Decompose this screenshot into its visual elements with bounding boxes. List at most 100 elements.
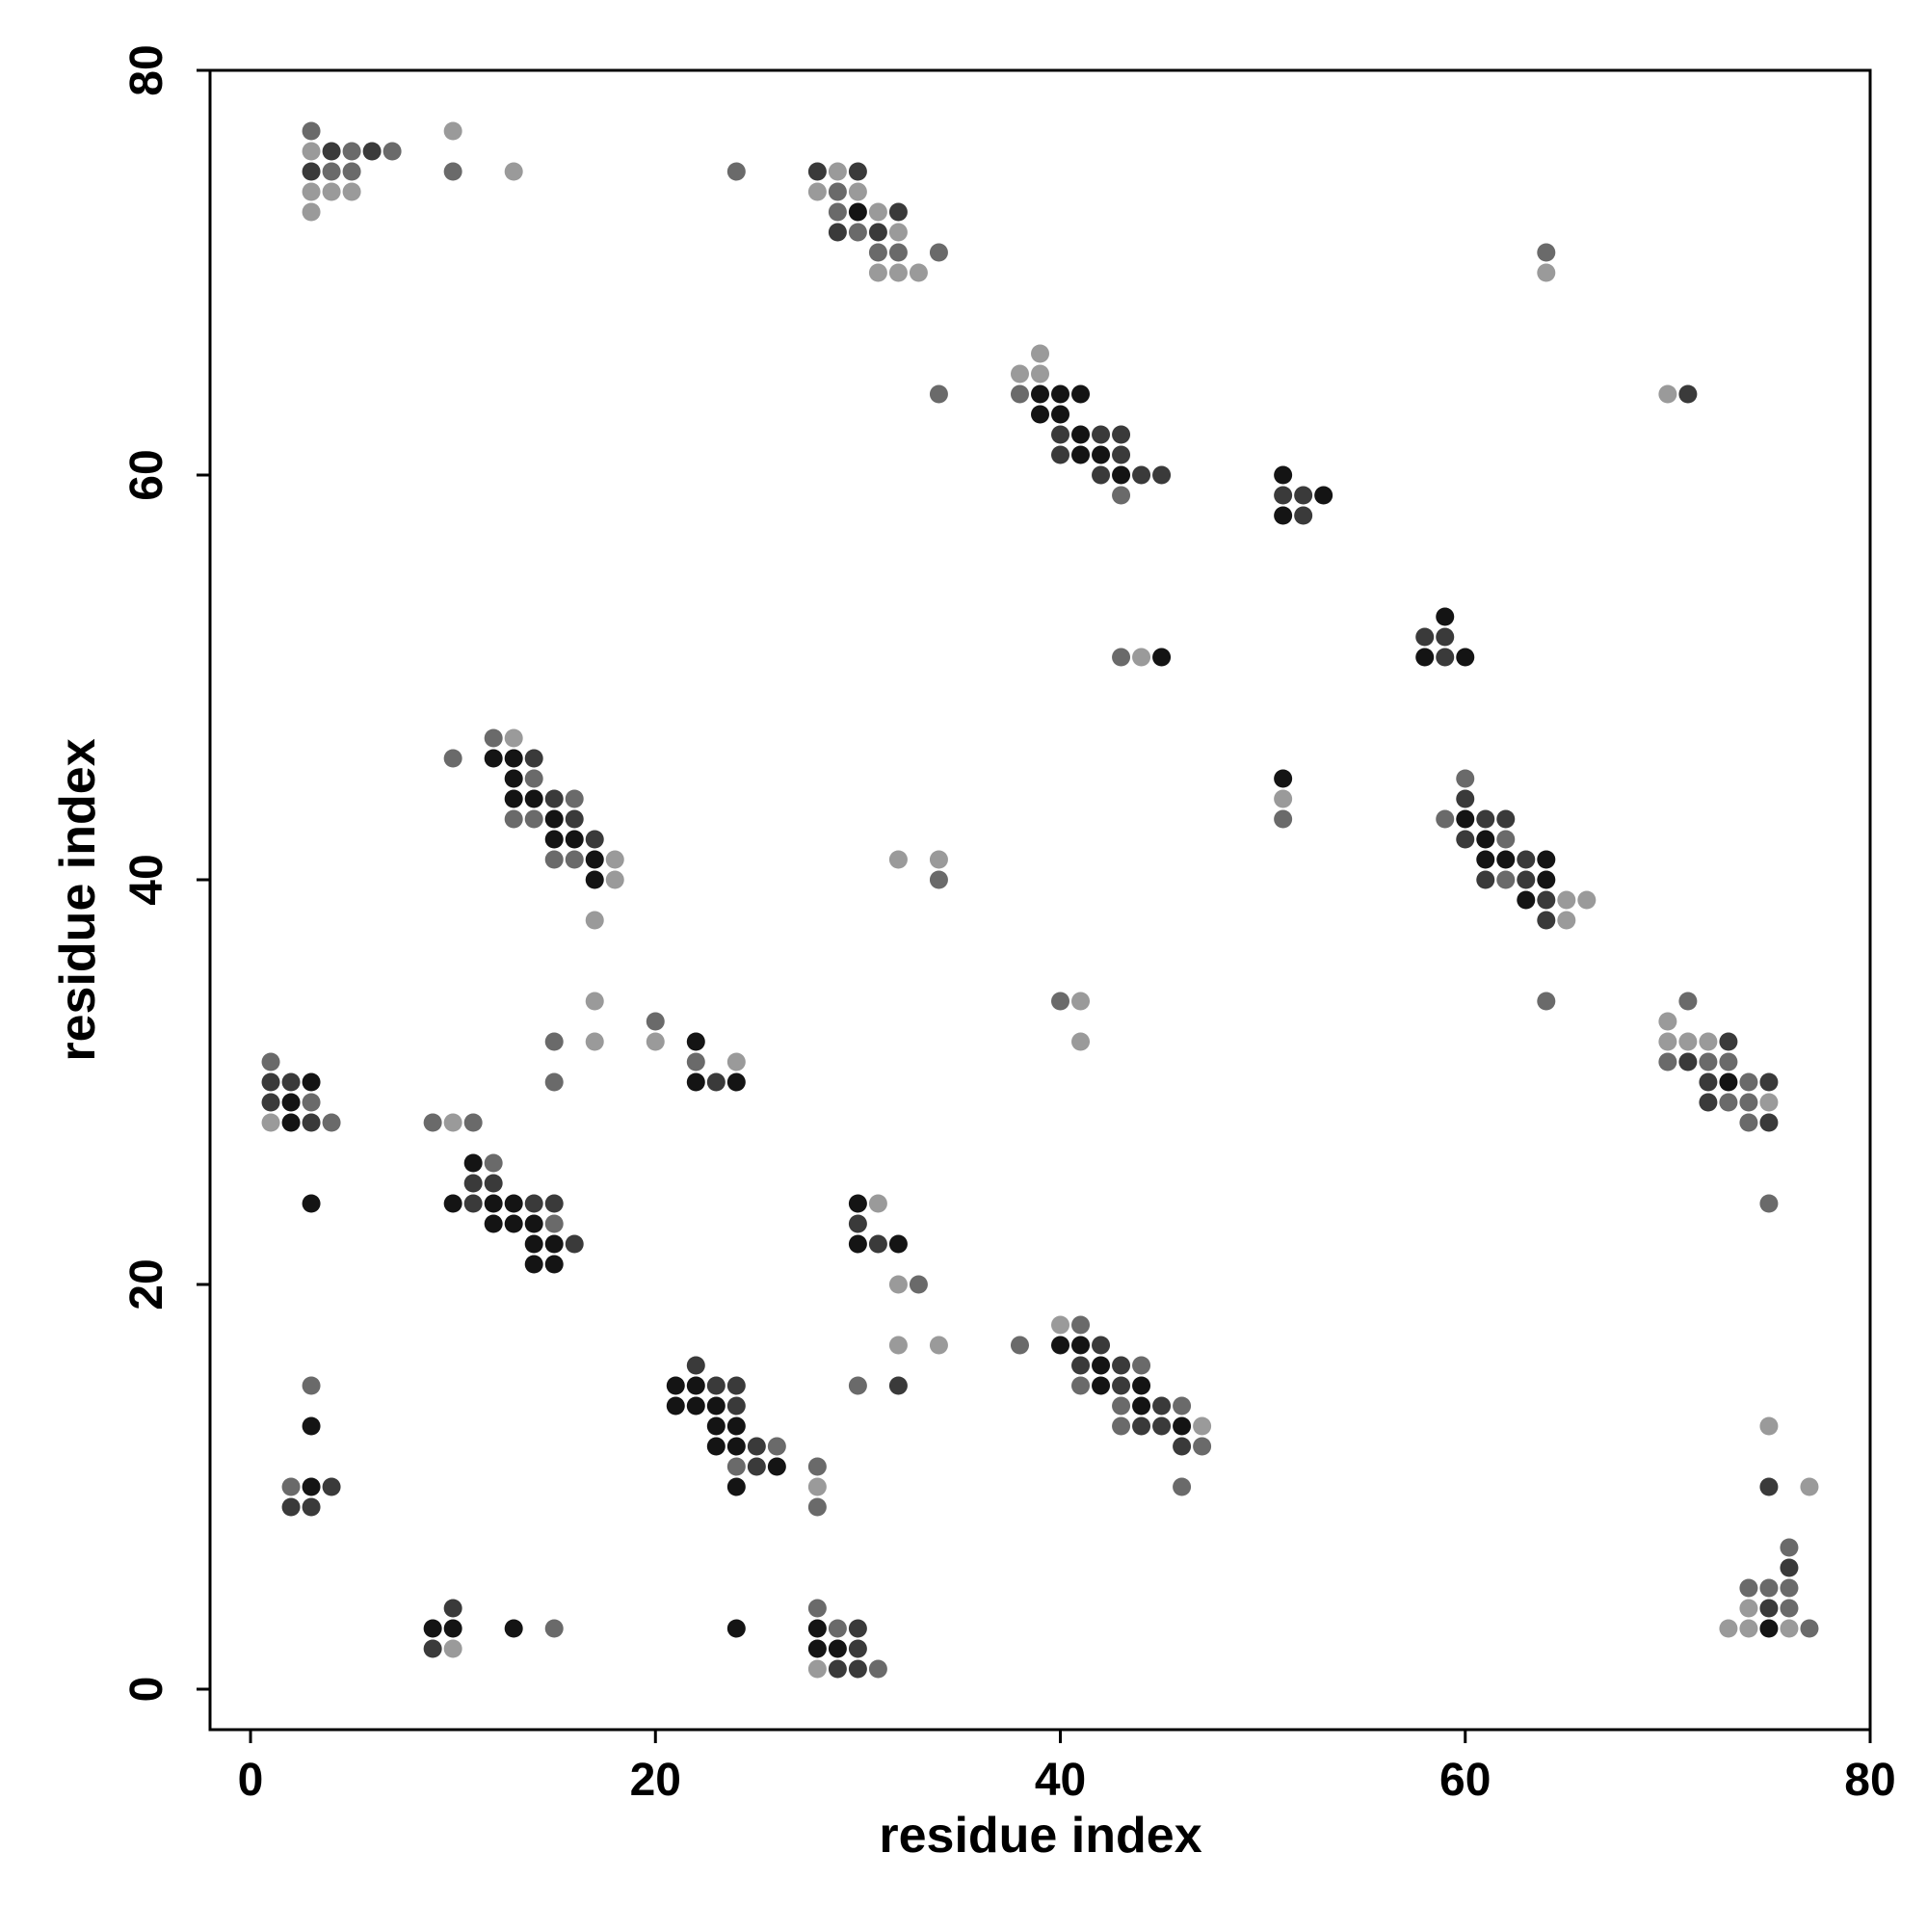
contact-point (524, 1214, 543, 1233)
contact-point (1436, 809, 1455, 829)
contact-point (261, 1113, 280, 1132)
contact-point (1658, 1052, 1677, 1072)
contact-point (1071, 1376, 1091, 1395)
contact-point (1577, 890, 1597, 910)
contact-point (1031, 384, 1049, 404)
contact-point (1092, 1356, 1111, 1375)
contact-point (1759, 1113, 1779, 1132)
contact-point (605, 870, 624, 889)
contact-point (848, 202, 867, 222)
contact-point (302, 1072, 321, 1092)
contact-point (1537, 243, 1556, 262)
contact-point (726, 1376, 746, 1395)
contact-point (302, 1497, 321, 1517)
contact-point (767, 1437, 786, 1456)
contact-point (726, 1072, 746, 1092)
contact-point (322, 142, 341, 161)
contact-point (828, 1639, 847, 1658)
contact-point (362, 142, 382, 161)
x-tick-label: 40 (1035, 1755, 1086, 1806)
contact-point (1132, 648, 1151, 667)
contact-point (1010, 384, 1029, 404)
contact-point (585, 911, 604, 930)
contact-point (504, 162, 523, 181)
contact-point (868, 202, 887, 222)
contact-point (1152, 465, 1172, 485)
contact-point (544, 1032, 564, 1051)
contact-point (1112, 1416, 1131, 1436)
contact-point (1051, 425, 1070, 444)
contact-point (302, 182, 321, 201)
contact-point (1780, 1619, 1799, 1638)
contact-point (504, 1619, 523, 1638)
contact-point (1800, 1619, 1819, 1638)
contact-point (484, 1153, 503, 1173)
contact-point (1193, 1416, 1212, 1436)
contact-point (888, 1376, 908, 1395)
contact-point (281, 1093, 301, 1112)
contact-point (706, 1072, 726, 1092)
contact-point (544, 1194, 564, 1213)
contact-point (1092, 445, 1111, 464)
contact-point (1051, 445, 1070, 464)
contact-point (281, 1477, 301, 1496)
contact-point (1759, 1093, 1779, 1112)
contact-point (1152, 648, 1172, 667)
contact-point (747, 1437, 766, 1456)
contact-point (1092, 1376, 1111, 1395)
contact-point (868, 1234, 887, 1254)
contact-point (1557, 911, 1576, 930)
contact-point (1173, 1437, 1192, 1456)
y-tick-label: 60 (121, 449, 172, 500)
contact-point (1537, 850, 1556, 869)
contact-point (383, 142, 402, 161)
contact-point (1456, 769, 1475, 788)
contact-point (544, 1072, 564, 1092)
contact-point (504, 728, 523, 748)
contact-point (1031, 364, 1049, 384)
contact-point (281, 1113, 301, 1132)
contact-point (1112, 1376, 1131, 1395)
contact-point (868, 263, 887, 282)
contact-point (1719, 1093, 1738, 1112)
contact-point (302, 1093, 321, 1112)
contact-point (686, 1052, 705, 1072)
contact-point (1780, 1538, 1799, 1557)
contact-point (726, 1457, 746, 1476)
contact-point (1719, 1619, 1738, 1638)
contact-point (828, 202, 847, 222)
contact-point (706, 1416, 726, 1436)
contact-point (504, 789, 523, 808)
contact-point (504, 1194, 523, 1213)
contact-point (848, 1214, 867, 1233)
contact-point (443, 162, 462, 181)
contact-point (1699, 1052, 1718, 1072)
contact-point (1537, 992, 1556, 1011)
contact-point (443, 1113, 462, 1132)
contact-point (443, 1599, 462, 1618)
contact-point (1780, 1558, 1799, 1577)
contact-point (1132, 1416, 1151, 1436)
contact-point (1415, 627, 1435, 647)
contact-point (686, 1396, 705, 1416)
contact-point (1719, 1052, 1738, 1072)
contact-point (1112, 425, 1131, 444)
contact-point (848, 1376, 867, 1395)
contact-point (302, 1194, 321, 1213)
contact-point (1112, 648, 1131, 667)
contact-point (302, 1113, 321, 1132)
contact-point (544, 1255, 564, 1274)
x-tick-label: 80 (1844, 1755, 1895, 1806)
contact-point (1051, 1336, 1070, 1355)
contact-point (1739, 1093, 1758, 1112)
contact-point (281, 1497, 301, 1517)
contact-point (544, 809, 564, 829)
contact-point (1800, 1477, 1819, 1496)
contact-point (1173, 1416, 1192, 1436)
contact-point (1678, 384, 1698, 404)
contact-point (807, 1497, 827, 1517)
contact-point (544, 850, 564, 869)
contact-point (807, 1599, 827, 1618)
contact-point (888, 1234, 908, 1254)
